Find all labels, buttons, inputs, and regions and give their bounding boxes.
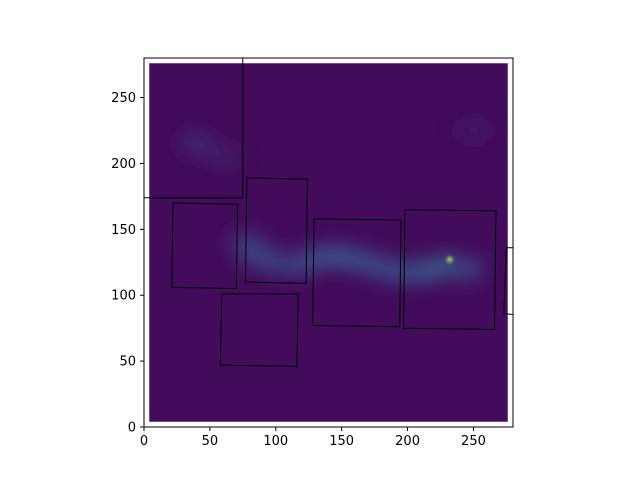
y-tick-label: 150 <box>111 223 136 238</box>
y-tick-label: 200 <box>111 157 136 172</box>
region-box <box>219 293 299 367</box>
y-tick-label: 250 <box>111 91 136 106</box>
x-tick-label: 200 <box>395 434 420 449</box>
hot-spot-core <box>448 258 452 262</box>
emission-blob <box>204 144 242 169</box>
y-tick-label: 50 <box>119 355 136 370</box>
region-box <box>244 177 308 284</box>
emission-filament <box>178 118 492 285</box>
emission-blob <box>448 256 486 281</box>
y-tick-label: 100 <box>111 289 136 304</box>
y-axis: 0 50 100 150 200 250 <box>111 91 144 436</box>
emission-blob <box>455 118 492 143</box>
x-tick-label: 50 <box>202 434 219 449</box>
region-box <box>171 202 239 290</box>
region-box <box>503 247 513 315</box>
axes-frame <box>143 57 514 428</box>
region-box <box>312 218 402 328</box>
x-axis: 0 50 100 150 200 250 <box>140 427 486 449</box>
x-tick-label: 100 <box>263 434 288 449</box>
emission-blob <box>178 131 216 156</box>
heatmap-image <box>149 63 508 422</box>
x-tick-label: 150 <box>329 434 354 449</box>
x-tick-label: 250 <box>461 434 486 449</box>
region-box <box>144 58 244 199</box>
hot-spot <box>446 256 453 263</box>
heatmap-background <box>149 63 508 422</box>
y-tick-label: 0 <box>128 421 136 436</box>
region-box <box>403 209 497 331</box>
region-boxes <box>144 58 513 367</box>
x-tick-label: 0 <box>140 434 148 449</box>
